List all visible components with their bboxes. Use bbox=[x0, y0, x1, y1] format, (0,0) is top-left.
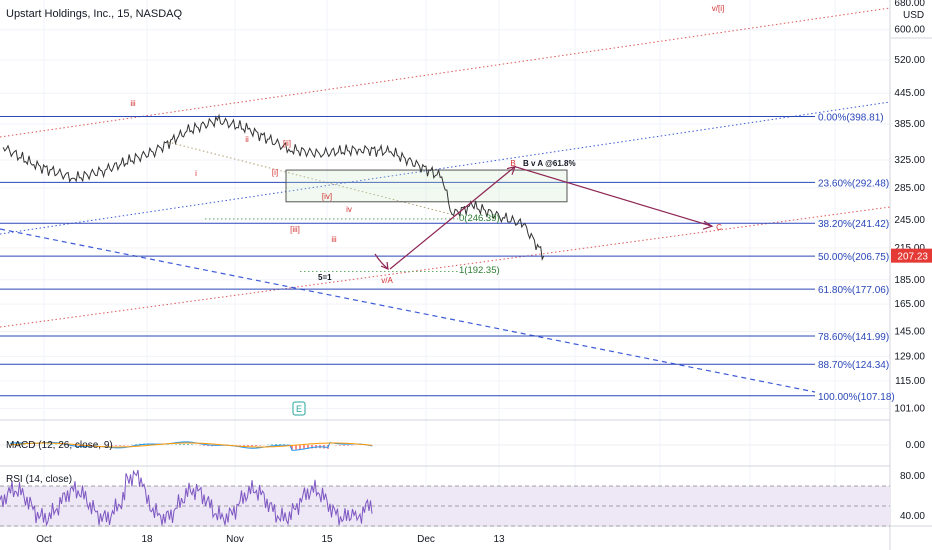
price-line bbox=[2, 113, 545, 261]
fib-retracement[interactable]: 0.00%(398.81) 23.60%(292.48) 38.20%(241.42… bbox=[0, 113, 895, 403]
last-price-value: 207.23 bbox=[897, 252, 928, 263]
rsi-title: RSI (14, close) bbox=[6, 474, 72, 485]
trend-line-lower bbox=[0, 206, 891, 328]
last-price-tag[interactable] bbox=[891, 248, 932, 263]
price-tick-label: 680.00 bbox=[894, 0, 925, 9]
arrow-head-va bbox=[380, 261, 389, 270]
price-tick-label: 520.00 bbox=[894, 55, 925, 66]
price-tick-label: 165.00 bbox=[894, 299, 925, 310]
time-tick-label: 13 bbox=[493, 534, 505, 545]
wave-label: [iii] bbox=[290, 225, 300, 234]
arrow-head-c bbox=[702, 220, 714, 230]
price-tick-label: 115.00 bbox=[895, 376, 925, 387]
chart-title: Upstart Holdings, Inc., 15, NASDAQ bbox=[6, 8, 183, 20]
price-tick-label: 185.00 bbox=[894, 275, 925, 286]
wave-label: iii bbox=[130, 99, 136, 108]
wave-label: C bbox=[716, 223, 722, 232]
rsi-band bbox=[0, 485, 890, 527]
price-tick-label: 245.00 bbox=[894, 215, 925, 226]
wave-label: v/A bbox=[381, 276, 393, 285]
wave-projection-line bbox=[167, 141, 459, 217]
trend-line-upper bbox=[0, 7, 891, 138]
arrow-head-b bbox=[506, 165, 516, 175]
wave-label: B bbox=[510, 159, 515, 168]
earnings-marker[interactable] bbox=[292, 401, 306, 416]
macd-line bbox=[9, 441, 373, 451]
time-tick-label: Oct bbox=[36, 534, 52, 545]
price-tick-label: 215.00 bbox=[894, 243, 925, 254]
price-tick-label: 129.00 bbox=[894, 351, 925, 362]
time-tick-label: Nov bbox=[226, 534, 244, 545]
rsi-line bbox=[0, 469, 373, 527]
earnings-marker-label: E bbox=[296, 404, 302, 414]
time-tick-label: 15 bbox=[321, 534, 333, 545]
fib-level-label: 50.00%(206.75) bbox=[818, 252, 889, 263]
fib-level-label: 0.00%(398.81) bbox=[818, 113, 884, 124]
fib-level-label: 38.20%(241.42) bbox=[818, 219, 889, 230]
wave-label: iii bbox=[331, 235, 337, 244]
price-tick-label: 145.00 bbox=[894, 327, 925, 338]
annotation-5-equals-1: 5=1 bbox=[318, 273, 332, 282]
time-tick-label: 18 bbox=[141, 534, 153, 545]
wave-label: [ii] bbox=[283, 139, 291, 148]
wave-label: ii bbox=[245, 135, 249, 144]
currency-label[interactable]: USD bbox=[903, 10, 924, 21]
annotation-ext-0: 0(246.39) bbox=[459, 213, 500, 224]
wave-label: iv bbox=[346, 205, 352, 214]
trend-line-dashed bbox=[0, 228, 816, 393]
wave-label: [iv] bbox=[322, 192, 332, 201]
fib-level-label: 88.70%(124.34) bbox=[818, 360, 889, 371]
rsi-tick-label: 80.00 bbox=[900, 471, 925, 482]
macd-tick-label: 0.00 bbox=[906, 440, 926, 451]
fib-level-label: 78.60%(141.99) bbox=[818, 332, 889, 343]
wave-label: [i] bbox=[272, 168, 278, 177]
price-axis: 600.00 520.00 445.00 385.00 325.00 285.00 245.… bbox=[891, 0, 932, 522]
price-tick-label: 325.00 bbox=[894, 155, 925, 166]
wave-label: v/[i] bbox=[712, 4, 724, 13]
trend-line-blue bbox=[0, 101, 891, 235]
fib-level-label: 100.00%(107.18) bbox=[818, 392, 895, 403]
projection-path[interactable] bbox=[374, 165, 714, 270]
price-tick-label: 445.00 bbox=[894, 88, 925, 99]
wave-label: i bbox=[195, 169, 197, 178]
price-tick-label: 285.00 bbox=[894, 183, 925, 194]
price-tick-label: 101.00 bbox=[894, 403, 925, 414]
annotation-ext-1: 1(192.35) bbox=[459, 265, 500, 276]
price-series bbox=[2, 113, 545, 261]
fib-level-label: 61.80%(177.06) bbox=[818, 285, 889, 296]
annotation-b-v-a: B v A @61.8% bbox=[523, 159, 576, 168]
fib-level-label: 23.60%(292.48) bbox=[818, 178, 889, 189]
macd-signal-line bbox=[9, 442, 373, 448]
time-tick-label: Dec bbox=[417, 534, 435, 545]
time-axis: Oct 18 Nov 15 Dec 13 bbox=[36, 534, 505, 545]
macd-title: MACD (12, 26, close, 9) bbox=[6, 440, 113, 451]
price-tick-label: 600.00 bbox=[894, 25, 925, 36]
indicator-panes bbox=[0, 441, 890, 527]
rsi-tick-label: 40.00 bbox=[900, 511, 925, 522]
price-tick-label: 385.00 bbox=[894, 119, 925, 130]
